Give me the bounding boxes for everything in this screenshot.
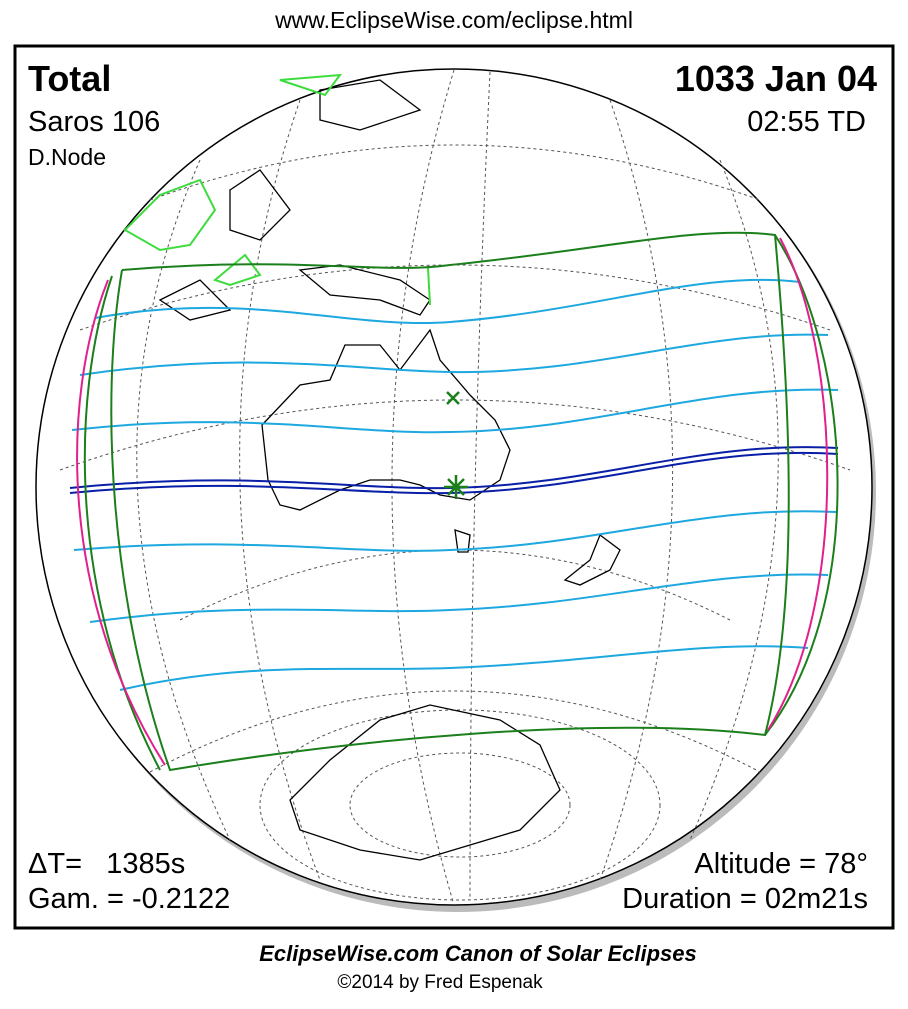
eclipse-type: Total	[28, 58, 111, 99]
node: D.Node	[28, 144, 106, 170]
url: www.EclipseWise.com/eclipse.html	[274, 7, 633, 33]
gamma: Gam. = -0.2122	[28, 883, 230, 915]
time: 02:55 TD	[747, 106, 866, 138]
date: 1033 Jan 04	[675, 58, 877, 99]
footer-title: EclipseWise.com Canon of Solar Eclipses	[259, 941, 697, 966]
duration: Duration = 02m21s	[622, 883, 868, 915]
saros: Saros 106	[28, 106, 160, 138]
footer-credit: ©2014 by Fred Espenak	[337, 972, 543, 993]
delta-t: ΔT= 1385s	[28, 848, 185, 880]
globe	[35, 68, 876, 912]
altitude: Altitude = 78°	[694, 848, 868, 880]
